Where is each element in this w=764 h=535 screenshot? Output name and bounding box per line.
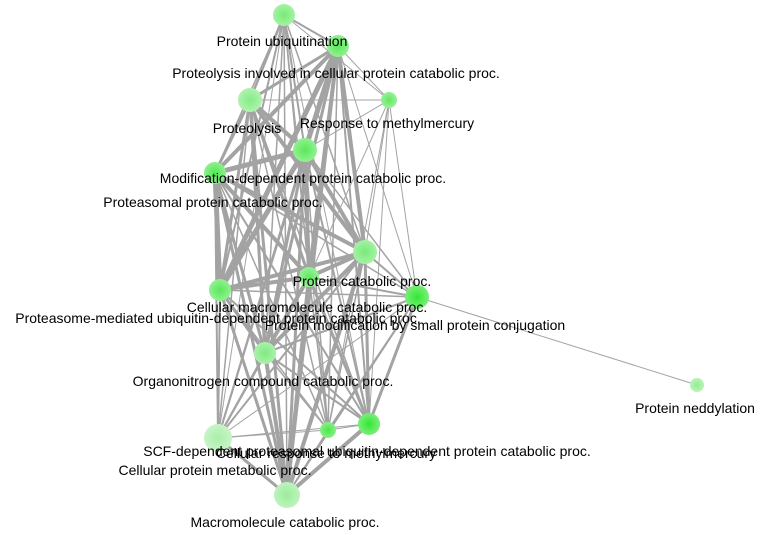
node-label-n13: SCF-dependent proteasomal ubiquitin-depe… xyxy=(143,443,591,459)
node-highlight-n10 xyxy=(405,285,429,309)
edge-n8-n14 xyxy=(308,276,329,431)
node-highlight-n9 xyxy=(209,279,231,301)
edge-n5-n13 xyxy=(217,149,306,439)
edge-n4-n15 xyxy=(368,99,390,425)
node-label-n2: Proteolysis involved in cellular protein… xyxy=(172,65,500,81)
node-label-n16: Macromolecule catabolic proc. xyxy=(190,514,379,530)
node-label-n9: Proteasome-mediated ubiquitin-dependent … xyxy=(15,310,420,326)
edge-n13-n16 xyxy=(216,436,289,497)
node-label-n4: Response to methylmercury xyxy=(300,115,474,131)
edge-n5-n7 xyxy=(303,148,367,254)
node-highlight-n4 xyxy=(381,92,397,108)
edge-n2-n3 xyxy=(248,44,340,102)
edge-n5-n9 xyxy=(217,147,308,293)
node-highlight-n3 xyxy=(238,88,262,112)
node-label-n1: Protein ubiquitination xyxy=(217,33,348,49)
node-highlight-n13 xyxy=(204,424,232,452)
node-label-n7: Protein catabolic proc. xyxy=(293,273,432,289)
edge-n11-n14 xyxy=(264,352,329,431)
edge-n6-n14 xyxy=(214,172,329,431)
node-label-n15: Cellular protein metabolic proc. xyxy=(119,462,312,478)
edge-n4-n7 xyxy=(364,99,390,253)
edge-n11-n16 xyxy=(263,351,289,497)
node-label-n11: Organonitrogen compound catabolic proc. xyxy=(133,373,394,389)
edge-n6-n8 xyxy=(213,171,311,279)
edge-n7-n11 xyxy=(263,250,367,355)
edge-n7-n15 xyxy=(363,250,371,426)
edge-n3-n16 xyxy=(248,98,289,497)
edge-n3-n6 xyxy=(213,98,252,175)
node-label-n8: Cellular macromolecule catabolic proc. xyxy=(187,299,427,315)
edge-n7-n16 xyxy=(285,250,367,497)
node-highlight-n8 xyxy=(299,267,319,287)
node-highlight-n5 xyxy=(293,138,317,162)
edge-n9-n10 xyxy=(219,289,418,298)
edge-n8-n10 xyxy=(308,276,418,298)
edge-n5-n8 xyxy=(303,148,311,279)
edge-n5-n10 xyxy=(304,149,418,298)
node-label-n10: Protein modification by small protein co… xyxy=(265,317,565,333)
edge-n2-n6 xyxy=(213,44,340,175)
node-highlight-n7 xyxy=(353,240,377,264)
node-highlight-n14 xyxy=(320,422,336,438)
edge-n6-n7 xyxy=(213,171,367,254)
edge-n10-n15 xyxy=(367,295,419,426)
node-highlight-n11 xyxy=(254,342,276,364)
edge-n9-n15 xyxy=(219,289,370,425)
edge-n11-n15 xyxy=(264,352,370,425)
node-label-n14: Cellular response to methylmercury xyxy=(216,445,436,461)
edge-n2-n4 xyxy=(337,45,390,101)
node-label-n5: Modification-dependent protein catabolic… xyxy=(160,170,446,186)
edge-n4-n8 xyxy=(308,99,390,278)
node-label-n3: Proteolysis xyxy=(213,120,281,136)
edge-n10-n11 xyxy=(264,296,418,354)
edge-layer xyxy=(212,13,698,497)
edge-n2-n7 xyxy=(336,44,367,254)
edge-n10-n12 xyxy=(416,296,698,386)
edge-n1-n15 xyxy=(283,14,370,425)
edge-n6-n10 xyxy=(214,172,418,298)
edge-n3-n5 xyxy=(248,98,307,152)
edge-n13-n15 xyxy=(217,423,370,439)
edge-n11-n13 xyxy=(217,352,266,439)
edge-n8-n15 xyxy=(307,275,371,426)
edge-n5-n6 xyxy=(212,147,308,176)
node-layer xyxy=(204,4,704,508)
edge-n6-n15 xyxy=(214,172,370,425)
edge-n4-n10 xyxy=(388,99,418,298)
edge-n4-n5 xyxy=(304,99,390,151)
edge-n9-n16 xyxy=(218,288,289,497)
edge-n9-n13 xyxy=(217,289,221,439)
node-label-n6: Proteasomal protein catabolic proc. xyxy=(103,194,322,210)
node-highlight-n1 xyxy=(273,4,295,26)
node-highlight-n12 xyxy=(690,378,704,392)
node-highlight-n6 xyxy=(204,162,226,184)
label-layer: Protein ubiquitination Proteolysis involv… xyxy=(15,33,755,530)
node-highlight-n15 xyxy=(358,413,380,435)
edge-n2-n9 xyxy=(217,43,341,293)
node-highlight-n2 xyxy=(327,35,349,57)
node-label-n12: Protein neddylation xyxy=(635,400,755,416)
node-highlight-n16 xyxy=(274,482,300,508)
edge-n6-n13 xyxy=(214,172,219,439)
edge-n15-n16 xyxy=(285,422,371,497)
edge-n10-n13 xyxy=(217,296,418,439)
edge-n1-n5 xyxy=(283,14,306,151)
edge-n8-n9 xyxy=(218,275,311,292)
edge-n8-n16 xyxy=(285,275,311,497)
edge-n7-n9 xyxy=(218,250,367,292)
